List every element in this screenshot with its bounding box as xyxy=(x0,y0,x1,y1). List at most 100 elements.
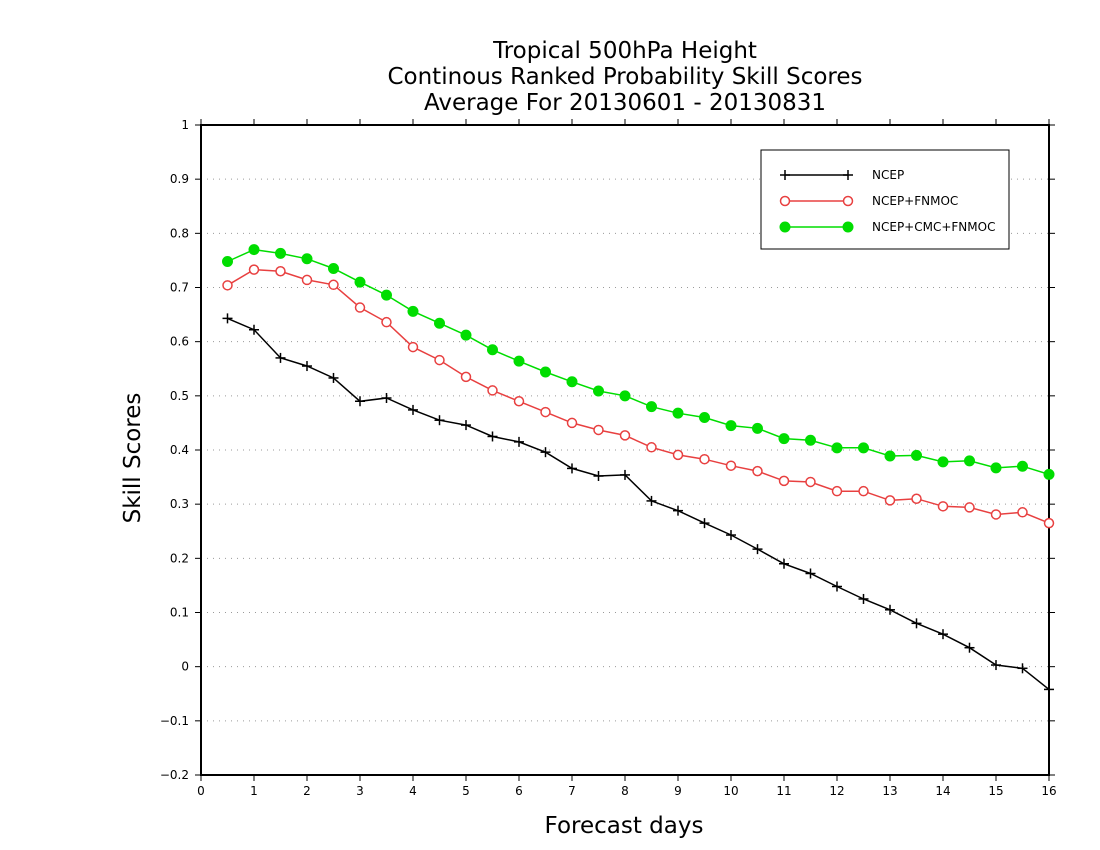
data-point-plus xyxy=(434,415,445,426)
data-point-plus xyxy=(991,660,1001,671)
chart-title-line-3: Average For 20130601 - 20130831 xyxy=(424,90,826,116)
data-point-filled-circle xyxy=(779,221,791,233)
data-point-open-circle xyxy=(672,449,684,461)
data-point-filled-circle xyxy=(911,449,922,461)
data-point-open-circle xyxy=(779,195,791,207)
data-point-open-circle xyxy=(911,493,922,504)
data-point-open-circle xyxy=(407,341,419,353)
data-point-filled-circle xyxy=(275,247,286,259)
y-tick-label: 0.8 xyxy=(170,226,189,240)
data-point-filled-circle xyxy=(540,366,551,378)
data-point-open-circle xyxy=(354,302,366,313)
x-tick-label: 2 xyxy=(303,784,311,798)
data-point-filled-circle xyxy=(725,420,737,432)
data-point-open-circle xyxy=(275,266,286,277)
data-point-plus xyxy=(779,558,789,569)
y-tick-label: 0.1 xyxy=(170,606,189,620)
y-tick-label: 0.3 xyxy=(170,497,189,511)
data-point-plus xyxy=(328,372,339,383)
x-tick-label: 13 xyxy=(882,784,897,798)
data-point-open-circle xyxy=(699,453,710,465)
legend-entry: NCEP+CMC+FNMOC xyxy=(779,220,995,234)
data-point-open-circle xyxy=(248,264,260,275)
data-point-filled-circle xyxy=(513,355,525,367)
data-point-plus xyxy=(249,324,259,335)
data-point-filled-circle xyxy=(990,462,1002,474)
data-point-open-circle xyxy=(752,465,763,477)
data-point-plus xyxy=(381,393,392,403)
x-tick-label: 11 xyxy=(776,784,791,798)
data-point-open-circle xyxy=(593,424,604,436)
data-point-filled-circle xyxy=(778,433,790,445)
series-line xyxy=(227,268,1050,524)
y-tick-label: 0.9 xyxy=(170,172,189,186)
y-tick-label: 0.7 xyxy=(170,281,189,295)
data-point-plus xyxy=(620,469,630,480)
data-point-plus xyxy=(1017,663,1028,674)
x-tick-label: 8 xyxy=(621,784,629,798)
data-point-filled-circle xyxy=(381,289,392,301)
data-point-plus xyxy=(699,518,710,529)
data-point-plus xyxy=(964,642,975,653)
legend-entry: NCEP xyxy=(780,168,904,182)
data-point-filled-circle xyxy=(1043,468,1055,480)
data-point-plus xyxy=(540,447,551,458)
x-tick-label: 10 xyxy=(723,784,738,798)
y-axis-ticks: −0.2 −0.1 0 0.1 0.2 0.3 0.4 0.5 0.6 0.7 0.8 0.9 1 xyxy=(160,118,1055,782)
data-point-open-circle xyxy=(619,430,631,441)
data-point-plus xyxy=(938,629,948,640)
data-point-filled-circle xyxy=(805,434,816,446)
x-tick-label: 14 xyxy=(935,784,950,798)
data-point-open-circle xyxy=(842,195,854,207)
data-point-open-circle xyxy=(487,385,498,396)
data-point-plus xyxy=(302,361,312,372)
data-point-open-circle xyxy=(646,442,657,453)
data-point-filled-circle xyxy=(752,422,763,434)
x-axis-title: Forecast days xyxy=(545,813,704,839)
data-point-filled-circle xyxy=(672,407,684,419)
x-tick-label: 16 xyxy=(1041,784,1056,798)
series-ncep xyxy=(222,313,1054,695)
y-tick-label: −0.1 xyxy=(160,714,189,728)
x-axis-ticks: 0 1 2 3 4 5 6 7 8 9 10 11 12 13 14 15 16 xyxy=(197,119,1057,798)
series-ncep-fnmoc xyxy=(222,264,1055,529)
data-point-filled-circle xyxy=(460,329,472,341)
legend-label: NCEP+CMC+FNMOC xyxy=(872,220,995,234)
data-point-plus xyxy=(805,568,816,579)
data-point-open-circle xyxy=(990,509,1002,520)
data-point-filled-circle xyxy=(964,455,975,467)
y-tick-label: 1 xyxy=(181,118,189,132)
y-tick-label: 0.2 xyxy=(170,551,189,565)
x-tick-label: 6 xyxy=(515,784,523,798)
data-point-filled-circle xyxy=(301,253,313,265)
data-point-plus xyxy=(726,530,736,541)
chart-title-block: Tropical 500hPa Height Continous Ranked … xyxy=(387,38,862,116)
data-point-filled-circle xyxy=(831,442,843,454)
data-point-open-circle xyxy=(460,371,472,383)
data-point-plus xyxy=(780,170,790,180)
legend-label: NCEP+FNMOC xyxy=(872,194,958,208)
data-point-plus xyxy=(408,404,418,415)
data-point-plus xyxy=(461,420,471,431)
data-point-open-circle xyxy=(725,460,737,471)
data-point-open-circle xyxy=(778,475,790,487)
y-axis-title: Skill Scores xyxy=(120,393,146,524)
x-tick-label: 0 xyxy=(197,784,205,798)
grid-lines xyxy=(201,178,1049,722)
data-point-plus xyxy=(885,604,895,615)
data-point-plus xyxy=(1044,684,1054,695)
data-point-open-circle xyxy=(937,501,949,512)
series-line xyxy=(227,317,1050,690)
legend-label: NCEP xyxy=(872,168,904,182)
data-point-filled-circle xyxy=(646,401,657,413)
data-point-plus xyxy=(646,495,657,506)
data-point-open-circle xyxy=(1043,517,1055,529)
data-point-plus xyxy=(843,170,853,180)
data-point-filled-circle xyxy=(434,317,445,329)
y-tick-label: −0.2 xyxy=(160,768,189,782)
x-tick-label: 1 xyxy=(250,784,258,798)
data-point-plus xyxy=(487,431,498,442)
data-point-filled-circle xyxy=(858,442,869,454)
data-point-filled-circle xyxy=(1017,460,1028,472)
